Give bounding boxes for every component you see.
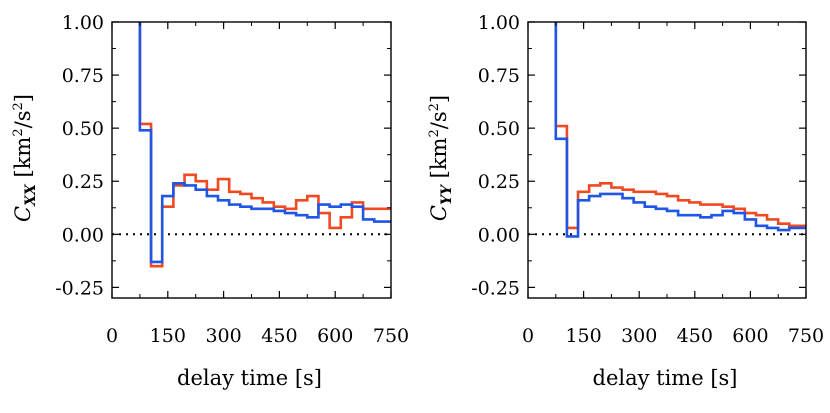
x-tick-label: 0 xyxy=(522,325,534,347)
ylabel-var: C xyxy=(11,206,35,222)
y-tick-label: 0.25 xyxy=(478,171,520,193)
series-red-line xyxy=(138,22,391,268)
x-tick-label: 600 xyxy=(317,325,353,347)
x-tick-label: 150 xyxy=(150,325,186,347)
y-tick-label: 0.00 xyxy=(62,224,104,246)
y-tick-label: -0.25 xyxy=(471,277,520,299)
x-tick-label: 600 xyxy=(732,325,768,347)
ylabel-unit-mid: /s xyxy=(11,111,35,129)
x-axis-label: delay time [s] xyxy=(177,366,322,390)
x-tick-label: 750 xyxy=(373,325,409,347)
ylabel-sup: 2 xyxy=(11,128,26,136)
ylabel-sub: YY xyxy=(439,183,455,205)
x-axis-label: delay time [s] xyxy=(593,366,738,390)
series-blue-line xyxy=(554,22,806,238)
ylabel-var: C xyxy=(427,205,451,221)
y-tick-label: 0.75 xyxy=(62,65,104,87)
ylabel-unit-open: [km xyxy=(427,137,451,185)
ylabel-sup: 2 xyxy=(427,103,442,111)
y-tick-label: 1.00 xyxy=(62,12,104,34)
y-tick-label: 0.25 xyxy=(62,171,104,193)
ylabel-sup: 2 xyxy=(427,129,442,137)
x-tick-label: 0 xyxy=(106,325,118,347)
plot-frame xyxy=(527,21,807,299)
y-tick-label: 0.00 xyxy=(478,224,520,246)
ylabel-unit-mid: /s xyxy=(427,111,451,129)
series-red-line xyxy=(554,22,806,230)
panel-cyy: 0 150 300 450 600 750 -0.25 0.00 0.25 0.50 0.75 1.0… xyxy=(427,12,824,390)
x-tick-label: 150 xyxy=(565,325,601,347)
y-axis-label: CXX [km2/s2] xyxy=(11,94,39,222)
x-tick-label: 300 xyxy=(205,325,241,347)
y-tick-label: -0.25 xyxy=(55,277,104,299)
x-tick-label: 750 xyxy=(788,325,824,347)
ylabel-sub: XX xyxy=(23,183,39,207)
y-tick-label: 1.00 xyxy=(478,12,520,34)
x-tick-label: 450 xyxy=(261,325,297,347)
ylabel-sup: 2 xyxy=(11,102,26,110)
series-blue-line xyxy=(138,22,391,264)
y-tick-label: 0.75 xyxy=(478,65,520,87)
x-tick-label: 300 xyxy=(621,325,657,347)
ylabel-unit-open: [km xyxy=(11,137,35,185)
y-tick-label: 0.50 xyxy=(62,118,104,140)
y-tick-label: 0.50 xyxy=(478,118,520,140)
plot-frame xyxy=(111,21,392,299)
ylabel-unit-close: ] xyxy=(427,95,451,103)
ylabel-unit-close: ] xyxy=(11,94,35,102)
panel-cxx: 0 150 300 450 600 750 -0.25 0.00 0.25 0.50 0.75 1.0… xyxy=(11,12,409,390)
y-axis-label: CYY [km2/s2] xyxy=(427,95,455,221)
x-tick-label: 450 xyxy=(677,325,713,347)
